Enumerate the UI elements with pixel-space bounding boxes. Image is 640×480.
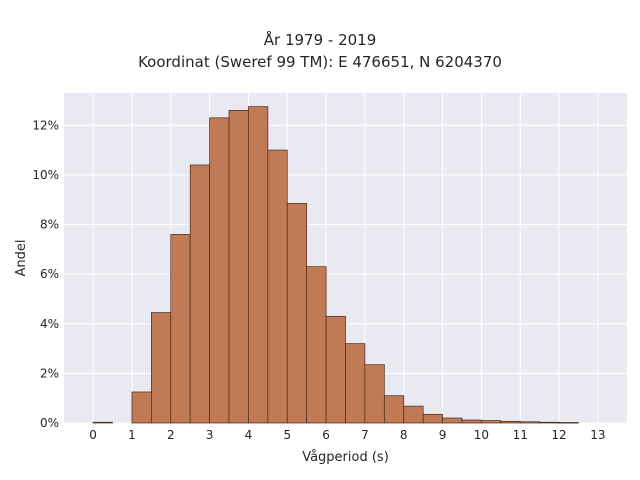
x-tick-label: 8 (400, 428, 408, 442)
x-tick-label: 2 (167, 428, 175, 442)
histogram-bar (306, 266, 327, 424)
histogram-bar (248, 106, 269, 424)
histogram-bar (500, 420, 521, 424)
histogram-bar (539, 421, 560, 424)
histogram-bar (151, 312, 172, 424)
histogram-bar (558, 422, 579, 424)
chart-title-block: År 1979 - 2019 Koordinat (Sweref 99 TM):… (0, 29, 640, 73)
histogram-bar (345, 343, 366, 424)
x-tick-label: 5 (283, 428, 291, 442)
histogram-bar (461, 419, 482, 424)
x-tick-label: 7 (361, 428, 369, 442)
x-tick-label: 3 (206, 428, 214, 442)
histogram-bar (403, 405, 424, 424)
x-tick-label: 10 (474, 428, 489, 442)
y-tick-label: 6% (40, 267, 59, 281)
histogram-bar (383, 395, 405, 424)
histogram-bar (442, 417, 463, 424)
histogram-bar (228, 110, 249, 424)
histogram-bar (481, 420, 502, 424)
y-axis-title: Andel (14, 240, 29, 277)
histogram-bar (422, 413, 443, 424)
y-tick-label: 2% (40, 366, 59, 380)
x-tick-label: 9 (439, 428, 447, 442)
y-tick-label: 4% (40, 317, 59, 331)
histogram-bar (92, 421, 113, 424)
histogram-bar (364, 364, 385, 424)
y-tick-label: 0% (40, 416, 59, 430)
y-tick-label: 12% (32, 118, 59, 132)
histogram-bar (209, 117, 230, 424)
y-tick-label: 8% (40, 218, 59, 232)
x-tick-label: 6 (322, 428, 330, 442)
x-tick-label: 4 (245, 428, 253, 442)
histogram-bar (189, 164, 210, 424)
x-tick-label: 1 (128, 428, 136, 442)
histogram-bar (325, 315, 346, 424)
histogram-bar (131, 391, 152, 424)
x-tick-label: 12 (551, 428, 566, 442)
chart-title: År 1979 - 2019 (263, 31, 377, 49)
x-axis-title: Vågperiod (s) (302, 450, 389, 465)
histogram-bar (286, 203, 308, 424)
y-tick-label: 10% (32, 168, 59, 182)
x-tick-label: 0 (89, 428, 97, 442)
x-tick-label: 13 (590, 428, 605, 442)
histogram-bar (267, 149, 288, 424)
x-tick-label: 11 (513, 428, 528, 442)
histogram-bar (519, 421, 540, 424)
chart-subtitle: Koordinat (Sweref 99 TM): E 476651, N 62… (138, 53, 502, 71)
histogram-bar (170, 234, 191, 424)
